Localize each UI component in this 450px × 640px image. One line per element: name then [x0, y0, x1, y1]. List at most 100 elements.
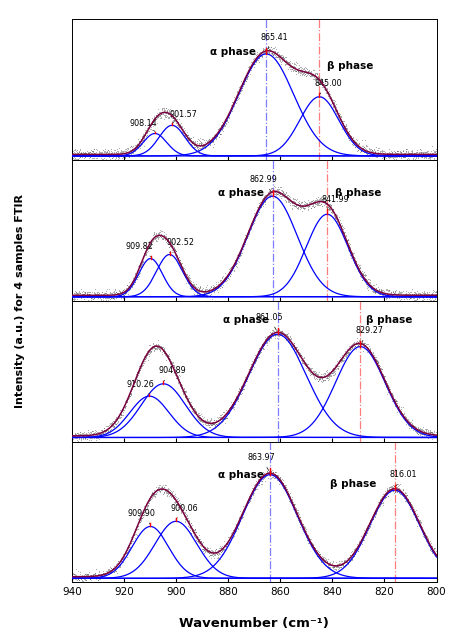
- Point: [338, 559, 345, 569]
- Point: [401, 290, 409, 300]
- Point: [156, 484, 163, 494]
- Point: [172, 367, 180, 378]
- Point: [128, 147, 135, 157]
- Point: [202, 542, 209, 552]
- Point: [303, 532, 310, 542]
- Point: [75, 148, 82, 158]
- Point: [108, 563, 115, 573]
- Point: [342, 556, 350, 566]
- Point: [150, 235, 157, 245]
- Point: [361, 525, 368, 536]
- Point: [220, 275, 228, 285]
- Point: [178, 122, 185, 132]
- Point: [115, 560, 122, 570]
- Point: [329, 98, 336, 108]
- Point: [333, 359, 341, 369]
- Point: [263, 335, 270, 346]
- Point: [252, 350, 259, 360]
- Point: [196, 138, 203, 148]
- Point: [346, 555, 353, 565]
- Point: [184, 135, 192, 145]
- Point: [194, 531, 201, 541]
- Point: [341, 228, 348, 239]
- Point: [174, 116, 181, 127]
- Point: [362, 341, 369, 351]
- Point: [217, 277, 225, 287]
- Point: [407, 498, 414, 508]
- Point: [415, 290, 422, 300]
- Point: [176, 255, 183, 265]
- Point: [396, 148, 403, 159]
- Point: [204, 420, 212, 430]
- Point: [393, 483, 400, 493]
- Point: [351, 339, 358, 349]
- Point: [152, 113, 159, 124]
- Point: [214, 127, 221, 138]
- Point: [394, 146, 401, 156]
- Point: [391, 481, 398, 492]
- Point: [103, 284, 110, 294]
- Point: [266, 189, 273, 199]
- Point: [295, 515, 302, 525]
- Point: [314, 369, 321, 379]
- Point: [242, 237, 249, 248]
- Point: [208, 136, 216, 147]
- Point: [315, 198, 322, 209]
- Point: [300, 64, 307, 74]
- Point: [223, 540, 230, 550]
- Point: [289, 61, 296, 71]
- Point: [331, 560, 338, 570]
- Point: [93, 153, 100, 163]
- Point: [365, 519, 373, 529]
- Point: [107, 290, 114, 300]
- Point: [162, 229, 169, 239]
- Point: [193, 143, 200, 153]
- Point: [347, 342, 354, 353]
- Point: [280, 54, 287, 65]
- Point: [265, 43, 272, 53]
- Point: [368, 511, 375, 522]
- Point: [427, 543, 434, 553]
- Point: [191, 524, 198, 534]
- Point: [392, 399, 399, 410]
- Point: [148, 346, 155, 356]
- Point: [396, 148, 404, 159]
- Point: [334, 216, 341, 226]
- Point: [348, 134, 355, 145]
- Point: [171, 113, 179, 123]
- Point: [376, 501, 383, 511]
- Point: [413, 150, 420, 161]
- Point: [359, 339, 366, 349]
- Point: [340, 353, 347, 363]
- Point: [258, 476, 265, 486]
- Point: [343, 555, 351, 565]
- Point: [335, 566, 342, 576]
- Point: [295, 199, 302, 209]
- Point: [230, 529, 237, 540]
- Point: [220, 545, 227, 555]
- Point: [248, 490, 255, 500]
- Point: [386, 382, 393, 392]
- Point: [224, 413, 231, 423]
- Point: [374, 506, 381, 516]
- Point: [219, 276, 226, 287]
- Point: [128, 281, 135, 291]
- Point: [196, 534, 203, 545]
- Point: [272, 190, 279, 200]
- Point: [104, 564, 112, 574]
- Point: [239, 384, 247, 394]
- Point: [360, 141, 368, 152]
- Point: [196, 537, 203, 547]
- Point: [322, 369, 329, 379]
- Point: [325, 371, 333, 381]
- Point: [288, 196, 295, 206]
- Point: [109, 148, 116, 159]
- Point: [238, 242, 246, 252]
- Point: [340, 557, 347, 567]
- Point: [236, 516, 243, 526]
- Point: [206, 422, 213, 432]
- Point: [341, 555, 348, 565]
- Point: [305, 197, 312, 207]
- Point: [300, 522, 307, 532]
- Point: [130, 378, 137, 388]
